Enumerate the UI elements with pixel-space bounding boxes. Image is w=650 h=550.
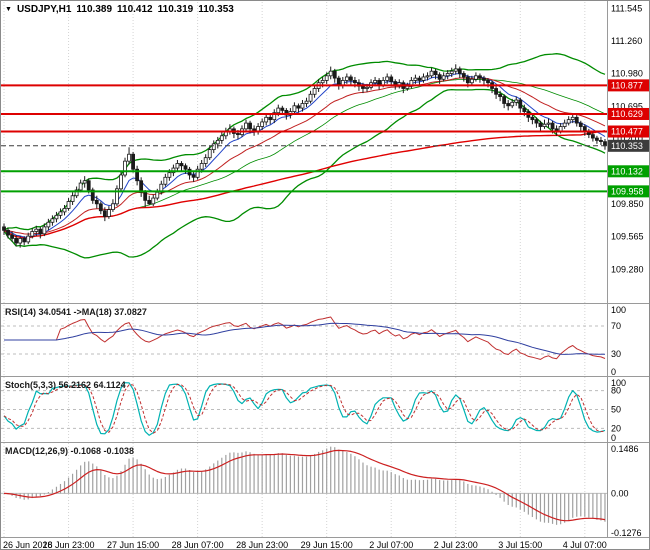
price-axis-box: 110.353	[608, 139, 649, 152]
price-level-lines[interactable]	[1, 84, 607, 193]
macd-panel[interactable]	[1, 446, 607, 525]
indicator-tick-label: 0	[611, 367, 616, 377]
price-tick-label: 110.980	[611, 69, 643, 79]
stochastic-panel[interactable]	[1, 382, 607, 436]
price-axis-box: 110.477	[608, 125, 649, 138]
indicator-tick-label: 70	[611, 321, 621, 331]
indicator-tick-label: 0.1486	[611, 444, 639, 454]
indicator-tick-label: 0.00	[611, 488, 629, 498]
price-axis-box: 110.629	[608, 107, 649, 120]
time-gridlines	[3, 2, 586, 537]
price-axis-box: 110.877	[608, 79, 649, 92]
price-tick-label: 111.260	[611, 36, 642, 46]
svg-text:110.353: 110.353	[611, 141, 643, 151]
time-tick-label: 4 Jul 07:00	[563, 540, 607, 550]
svg-text:109.958: 109.958	[611, 186, 644, 196]
price-tick-label: 111.545	[611, 3, 642, 13]
price-tick-label: 110.410	[611, 134, 643, 144]
indicator-tick-label: 30	[611, 349, 621, 359]
svg-text:110.629: 110.629	[611, 109, 643, 119]
indicator-tick-label: 80	[611, 386, 621, 396]
svg-text:110.877: 110.877	[611, 80, 643, 90]
indicator-tick-label: 0	[611, 433, 616, 443]
svg-text:110.132: 110.132	[611, 166, 643, 176]
price-tick-label: 109.565	[611, 232, 644, 242]
price-axis-box: 110.132	[608, 165, 649, 178]
price-tick-label: 109.280	[611, 265, 644, 275]
price-tick-label: 109.850	[611, 199, 644, 209]
indicator-tick-label: 50	[611, 405, 621, 415]
time-tick-label: 26 Jun 23:00	[43, 540, 95, 550]
svg-text:110.477: 110.477	[611, 127, 643, 137]
time-tick-label: 29 Jun 15:00	[301, 540, 353, 550]
price-tick-label: 110.695	[611, 101, 643, 111]
indicator-tick-label: -0.1276	[611, 528, 642, 538]
rsi-panel[interactable]	[1, 316, 607, 360]
time-tick-label: 3 Jul 15:00	[498, 540, 542, 550]
indicator-tick-label: 20	[611, 423, 621, 433]
time-tick-label: 2 Jul 07:00	[369, 540, 413, 550]
time-tick-label: 27 Jun 15:00	[107, 540, 159, 550]
time-tick-label: 28 Jun 07:00	[172, 540, 224, 550]
indicator-tick-label: 100	[611, 378, 626, 388]
time-tick-label: 26 Jun 2018	[3, 540, 53, 550]
time-tick-label: 2 Jul 23:00	[434, 540, 478, 550]
price-axis-box: 109.958	[608, 185, 649, 198]
indicator-tick-label: 100	[611, 305, 626, 315]
price-axis[interactable]: 111.545 111.260 110.980 110.695 110.410 110.1…	[608, 3, 650, 538]
time-tick-label: 28 Jun 23:00	[236, 540, 288, 550]
